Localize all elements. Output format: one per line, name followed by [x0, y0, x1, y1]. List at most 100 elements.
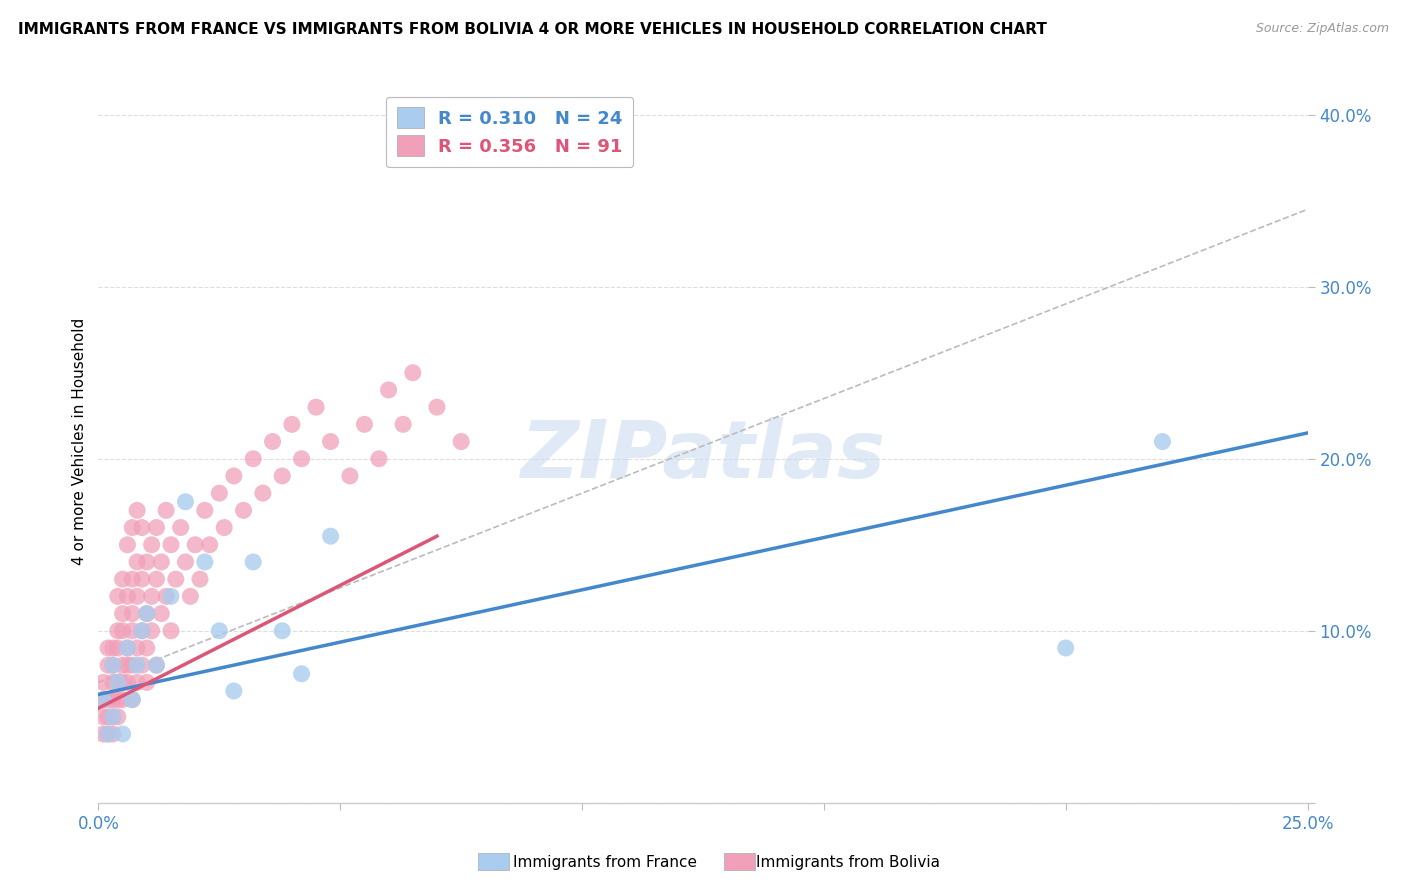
Point: [290, 451, 312, 466]
Point: [131, 520, 153, 534]
Point: [368, 451, 391, 466]
Point: [402, 366, 425, 380]
Point: [262, 434, 284, 449]
Point: [131, 624, 153, 638]
Point: [91, 692, 114, 706]
Point: [117, 675, 139, 690]
Point: [155, 590, 177, 604]
Point: [208, 486, 231, 500]
Point: [121, 607, 143, 621]
Point: [91, 675, 114, 690]
Point: [107, 590, 129, 604]
Point: [121, 692, 143, 706]
Point: [194, 555, 217, 569]
Text: ZIPatlas: ZIPatlas: [520, 417, 886, 495]
Point: [135, 675, 157, 690]
Point: [208, 624, 231, 638]
Point: [242, 451, 264, 466]
Point: [160, 538, 183, 552]
Point: [281, 417, 304, 432]
Point: [131, 572, 153, 586]
Point: [1054, 640, 1077, 655]
Point: [305, 400, 328, 414]
Point: [174, 555, 197, 569]
Point: [101, 675, 124, 690]
Point: [392, 417, 415, 432]
Point: [426, 400, 449, 414]
Text: Immigrants from Bolivia: Immigrants from Bolivia: [756, 855, 941, 870]
Point: [319, 529, 342, 543]
Point: [242, 555, 264, 569]
Point: [111, 727, 134, 741]
Point: [107, 710, 129, 724]
Point: [97, 658, 120, 673]
Point: [111, 658, 134, 673]
Point: [339, 469, 361, 483]
Point: [353, 417, 375, 432]
Point: [222, 469, 245, 483]
Point: [91, 692, 114, 706]
Point: [97, 727, 120, 741]
Point: [101, 710, 124, 724]
Point: [319, 434, 342, 449]
Point: [117, 640, 139, 655]
Point: [188, 572, 211, 586]
Point: [194, 503, 217, 517]
Point: [127, 640, 149, 655]
Point: [101, 640, 124, 655]
Point: [121, 692, 143, 706]
Text: IMMIGRANTS FROM FRANCE VS IMMIGRANTS FROM BOLIVIA 4 OR MORE VEHICLES IN HOUSEHOL: IMMIGRANTS FROM FRANCE VS IMMIGRANTS FRO…: [18, 22, 1047, 37]
Point: [107, 624, 129, 638]
Point: [232, 503, 254, 517]
Point: [150, 555, 173, 569]
Legend: R = 0.310   N = 24, R = 0.356   N = 91: R = 0.310 N = 24, R = 0.356 N = 91: [385, 96, 633, 167]
Point: [1152, 434, 1174, 449]
Point: [107, 640, 129, 655]
Point: [117, 538, 139, 552]
Point: [155, 503, 177, 517]
Point: [121, 624, 143, 638]
Point: [91, 710, 114, 724]
Point: [222, 684, 245, 698]
Point: [101, 692, 124, 706]
Point: [117, 590, 139, 604]
Point: [111, 624, 134, 638]
Point: [135, 555, 157, 569]
Point: [135, 640, 157, 655]
Text: Source: ZipAtlas.com: Source: ZipAtlas.com: [1256, 22, 1389, 36]
Point: [111, 675, 134, 690]
Text: Immigrants from France: Immigrants from France: [513, 855, 697, 870]
Point: [135, 607, 157, 621]
Point: [107, 692, 129, 706]
Point: [111, 607, 134, 621]
Point: [121, 520, 143, 534]
Point: [121, 572, 143, 586]
Point: [141, 624, 163, 638]
Point: [290, 666, 312, 681]
Point: [127, 590, 149, 604]
Point: [141, 590, 163, 604]
Point: [271, 624, 294, 638]
Point: [252, 486, 274, 500]
Point: [101, 727, 124, 741]
Point: [127, 503, 149, 517]
Point: [165, 572, 187, 586]
Point: [107, 675, 129, 690]
Point: [101, 710, 124, 724]
Point: [198, 538, 221, 552]
Point: [117, 640, 139, 655]
Point: [97, 640, 120, 655]
Point: [127, 675, 149, 690]
Point: [169, 520, 191, 534]
Point: [131, 658, 153, 673]
Point: [145, 572, 167, 586]
Point: [97, 727, 120, 741]
Point: [127, 658, 149, 673]
Point: [145, 658, 167, 673]
Point: [135, 607, 157, 621]
Point: [97, 710, 120, 724]
Point: [117, 658, 139, 673]
Point: [145, 520, 167, 534]
Point: [127, 555, 149, 569]
Point: [174, 494, 197, 508]
